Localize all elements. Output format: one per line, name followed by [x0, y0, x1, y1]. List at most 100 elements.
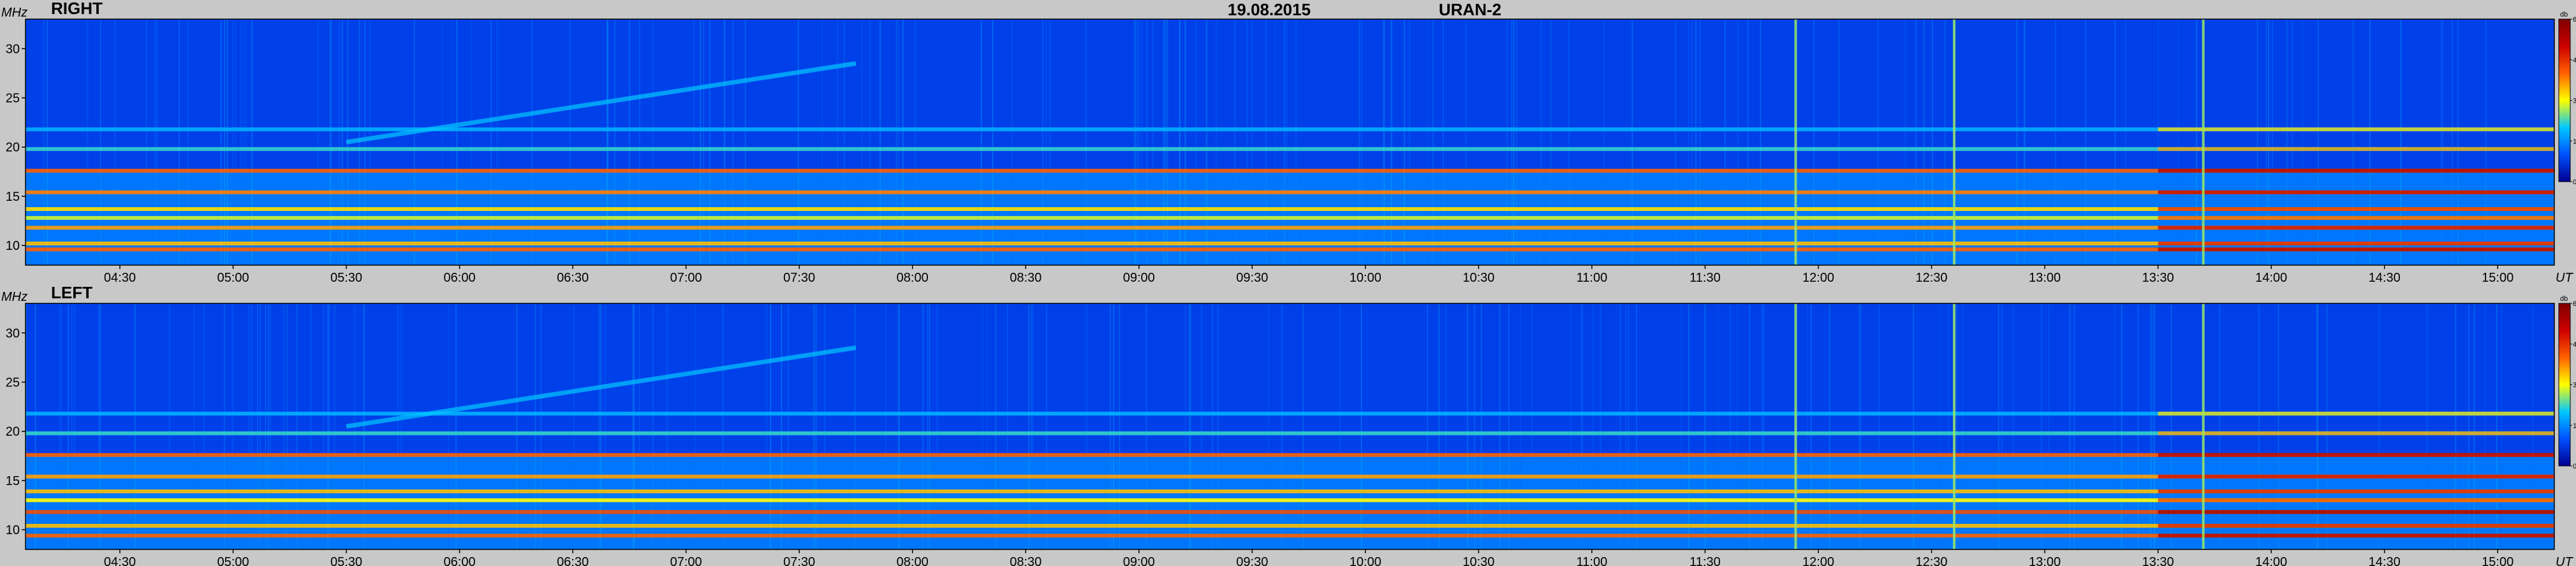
texture-line — [99, 303, 101, 549]
texture-line — [251, 19, 253, 265]
texture-line — [1383, 19, 1384, 265]
texture-line — [2496, 303, 2498, 549]
x-tick-label: 09:30 — [1236, 555, 1268, 566]
texture-line — [1152, 19, 1154, 265]
texture-line — [1046, 303, 1047, 549]
x-axis-label: UT — [2556, 271, 2573, 285]
texture-line — [2152, 303, 2153, 549]
texture-line — [629, 19, 630, 265]
texture-line — [1028, 303, 1029, 549]
interference-band-late-1 — [2158, 242, 2554, 245]
texture-line — [1699, 19, 1701, 265]
x-tick-label: 10:30 — [1462, 271, 1494, 285]
panel-title: LEFT — [51, 283, 92, 302]
texture-line — [1286, 19, 1288, 265]
texture-line — [2196, 19, 2197, 265]
spectrogram-plot — [26, 19, 2554, 265]
texture-line — [59, 303, 61, 549]
texture-line — [169, 303, 170, 549]
texture-line — [2055, 19, 2056, 265]
interference-band-late-8 — [2158, 411, 2554, 416]
texture-line — [2532, 303, 2533, 549]
texture-line — [781, 303, 783, 549]
plot-frame — [25, 303, 2555, 550]
interference-band-3 — [26, 215, 2554, 220]
colorbar-tick-label: 0 — [2573, 463, 2576, 470]
texture-line — [193, 303, 195, 549]
texture-line — [1474, 303, 1475, 549]
texture-line — [2114, 303, 2116, 549]
texture-line — [74, 303, 75, 549]
texture-line — [220, 19, 222, 265]
interference-band-late-3 — [2158, 498, 2554, 502]
texture-line — [570, 19, 571, 265]
x-tick-label: 12:00 — [1802, 271, 1834, 285]
texture-line — [323, 303, 324, 549]
texture-line — [861, 19, 863, 265]
spectrogram-plot — [26, 303, 2554, 549]
texture-line — [2158, 19, 2159, 265]
texture-line — [2268, 19, 2269, 265]
texture-line — [270, 303, 271, 549]
texture-line — [1807, 303, 1808, 549]
texture-line — [114, 19, 115, 265]
texture-line — [2177, 19, 2179, 265]
texture-line — [695, 303, 696, 549]
texture-line — [296, 303, 298, 549]
texture-line — [1499, 303, 1501, 549]
texture-line — [540, 303, 542, 549]
y-tick-label: 25 — [6, 92, 20, 106]
texture-line — [145, 19, 147, 265]
colorbar-label: db — [2560, 295, 2568, 303]
texture-line — [1675, 19, 1676, 265]
texture-line — [1339, 303, 1341, 549]
x-tick-label: 10:00 — [1350, 555, 1381, 566]
texture-line — [632, 303, 634, 549]
texture-line — [2473, 303, 2475, 549]
texture-line — [156, 19, 158, 265]
texture-line — [286, 303, 288, 549]
x-tick-label: 13:00 — [2029, 271, 2061, 285]
texture-line — [1480, 303, 1482, 549]
texture-line — [813, 303, 814, 549]
texture-line — [1234, 19, 1235, 265]
texture-line — [1516, 19, 1517, 265]
texture-line — [1508, 303, 1510, 549]
texture-line — [1680, 303, 1682, 549]
texture-line — [1185, 303, 1186, 549]
texture-line — [1998, 303, 1999, 549]
texture-line — [1251, 19, 1253, 265]
texture-line — [1725, 19, 1726, 265]
texture-line — [2041, 303, 2042, 549]
texture-line — [837, 19, 838, 265]
texture-line — [1445, 303, 1446, 549]
texture-line — [2073, 303, 2075, 549]
x-tick-label: 12:30 — [1916, 555, 1948, 566]
y-tick-label: 15 — [6, 190, 20, 204]
x-tick-label: 08:00 — [897, 271, 929, 285]
texture-line — [1763, 303, 1765, 549]
texture-line — [899, 303, 900, 549]
interference-band-late-0 — [2158, 247, 2554, 252]
texture-line — [1133, 19, 1135, 265]
colorbar-tick-label: 60 — [2573, 300, 2576, 308]
interference-band-late-2 — [2158, 510, 2554, 514]
texture-line — [2316, 303, 2318, 549]
texture-line — [1201, 303, 1202, 549]
x-tick-label: 09:00 — [1123, 555, 1155, 566]
texture-line — [1688, 19, 1689, 265]
texture-line — [1119, 303, 1121, 549]
texture-line — [246, 19, 247, 265]
y-tick-label: 25 — [6, 376, 20, 390]
x-tick-label: 11:30 — [1689, 271, 1721, 285]
texture-line — [936, 303, 938, 549]
colorbar-tick-label: 15 — [2573, 138, 2576, 145]
texture-line — [573, 303, 575, 549]
texture-line — [1582, 303, 1583, 549]
texture-line — [608, 19, 609, 265]
texture-line — [369, 19, 371, 265]
texture-line — [2442, 19, 2443, 265]
texture-line — [471, 19, 473, 265]
texture-line — [26, 303, 27, 549]
